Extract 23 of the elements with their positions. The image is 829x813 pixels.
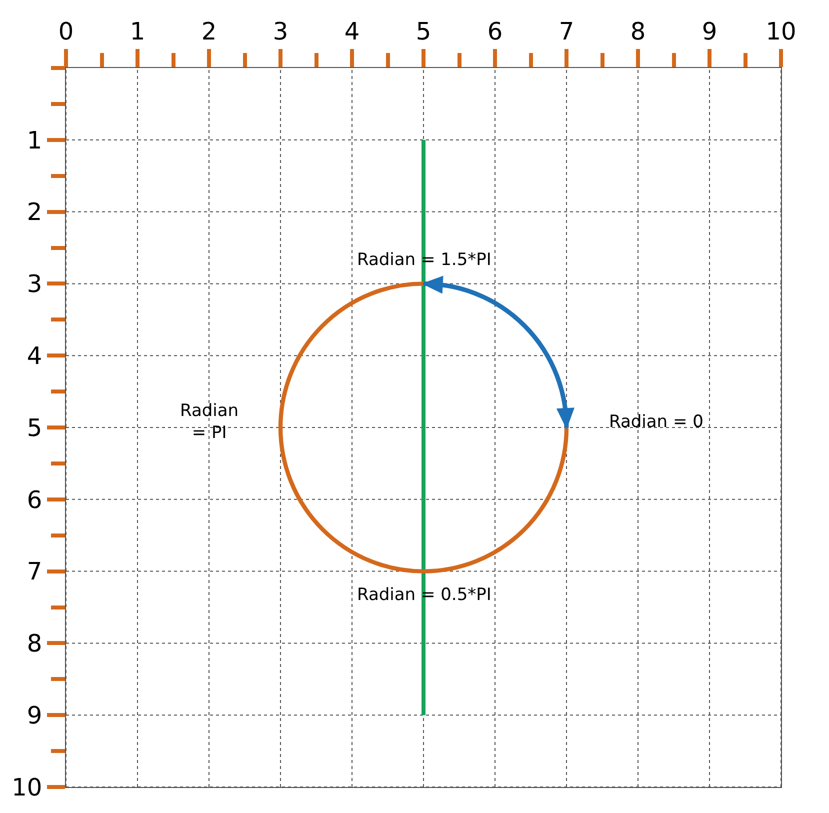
y-tick-label: 7 bbox=[26, 558, 42, 586]
x-tick-label: 0 bbox=[58, 17, 74, 46]
x-tick-label: 3 bbox=[272, 17, 288, 46]
y-tick-label: 4 bbox=[26, 342, 42, 370]
y-tick-label: 8 bbox=[26, 630, 42, 658]
x-tick-label: 7 bbox=[558, 17, 574, 46]
x-tick-label: 5 bbox=[416, 17, 432, 46]
x-tick-label: 6 bbox=[487, 17, 503, 46]
x-tick-label: 9 bbox=[702, 17, 718, 46]
annotation: Radian = 0 bbox=[609, 412, 704, 432]
x-tick-label: 4 bbox=[344, 17, 360, 46]
x-tick-label: 8 bbox=[630, 17, 646, 46]
x-tick-label: 2 bbox=[201, 17, 217, 46]
x-tick-label: 10 bbox=[766, 17, 796, 46]
y-tick-label: 9 bbox=[26, 702, 42, 730]
y-tick-label: 1 bbox=[26, 126, 42, 154]
y-tick-label: 2 bbox=[26, 198, 42, 226]
y-tick-label: 10 bbox=[12, 773, 42, 802]
annotation: Radian = PI bbox=[180, 401, 239, 444]
y-tick-label: 5 bbox=[26, 414, 42, 442]
y-tick-label: 3 bbox=[26, 270, 42, 298]
y-tick-label: 6 bbox=[26, 486, 42, 514]
x-tick-label: 1 bbox=[130, 17, 146, 46]
